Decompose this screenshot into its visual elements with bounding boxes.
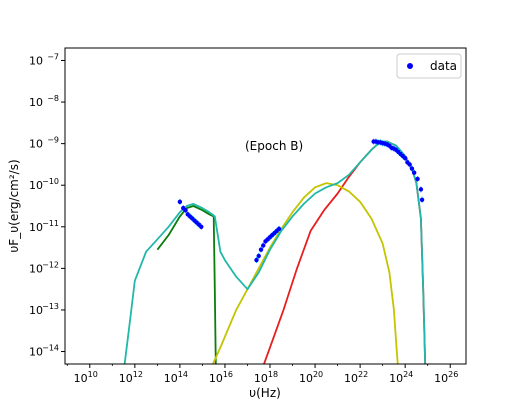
data-point [418, 187, 424, 192]
data-point [411, 170, 417, 175]
y-axis-ticks: 10−14 10−13 10−12 10−11 10−10 10−9 10−8 10−7 [29, 52, 65, 359]
x-tick-label: 1024 [389, 370, 413, 385]
data-point [409, 166, 415, 171]
model-curve-1 [156, 205, 217, 364]
plot-frame [64, 47, 467, 365]
y-tick-label: 10 −8 [29, 94, 59, 109]
x-axis-label: υ(Hz) [249, 386, 281, 400]
x-tick-label: 1014 [164, 370, 188, 385]
y-tick-label: 10−11 [29, 219, 59, 234]
x-tick-label: 1016 [209, 370, 233, 385]
model-curves [123, 140, 427, 364]
y-tick-label: 10−13 [29, 302, 59, 317]
x-tick-label: 1010 [74, 370, 98, 385]
data-point [415, 176, 420, 182]
x-tick-label: 1018 [254, 370, 278, 385]
data-point [276, 226, 282, 232]
data-points [177, 138, 425, 264]
legend: data [396, 53, 462, 79]
data-point [177, 199, 183, 205]
legend-marker [407, 63, 413, 69]
y-tick-label: 10−12 [29, 260, 59, 275]
legend-label: data [430, 59, 457, 73]
model-curve-2 [263, 140, 427, 364]
y-tick-label: 10 −7 [29, 52, 59, 67]
y-axis-label: υF_υ(erg/cm²/s) [7, 159, 21, 252]
epoch-annotation: (Epoch B) [245, 139, 303, 153]
model-curve-4 [123, 140, 427, 364]
y-tick-label: 10 −9 [29, 136, 59, 151]
data-point [402, 155, 408, 161]
data-point [256, 253, 261, 259]
x-axis-ticks: 1010 1012 1014 1016 1018 1020 1022 1024 1026 [66, 364, 458, 385]
data-point [199, 224, 204, 229]
x-tick-label: 1026 [434, 370, 458, 385]
y-tick-label: 10−10 [29, 177, 59, 192]
x-tick-label: 1012 [119, 370, 143, 385]
data-point [258, 247, 264, 252]
data-point [407, 162, 412, 167]
x-tick-label: 1020 [299, 370, 323, 385]
y-tick-label: 10−14 [29, 344, 59, 359]
data-point [419, 197, 425, 202]
data-point [254, 257, 259, 263]
legend-box [396, 53, 462, 79]
data-point [183, 207, 188, 213]
x-tick-label: 1022 [344, 370, 368, 385]
data-point [261, 243, 266, 248]
